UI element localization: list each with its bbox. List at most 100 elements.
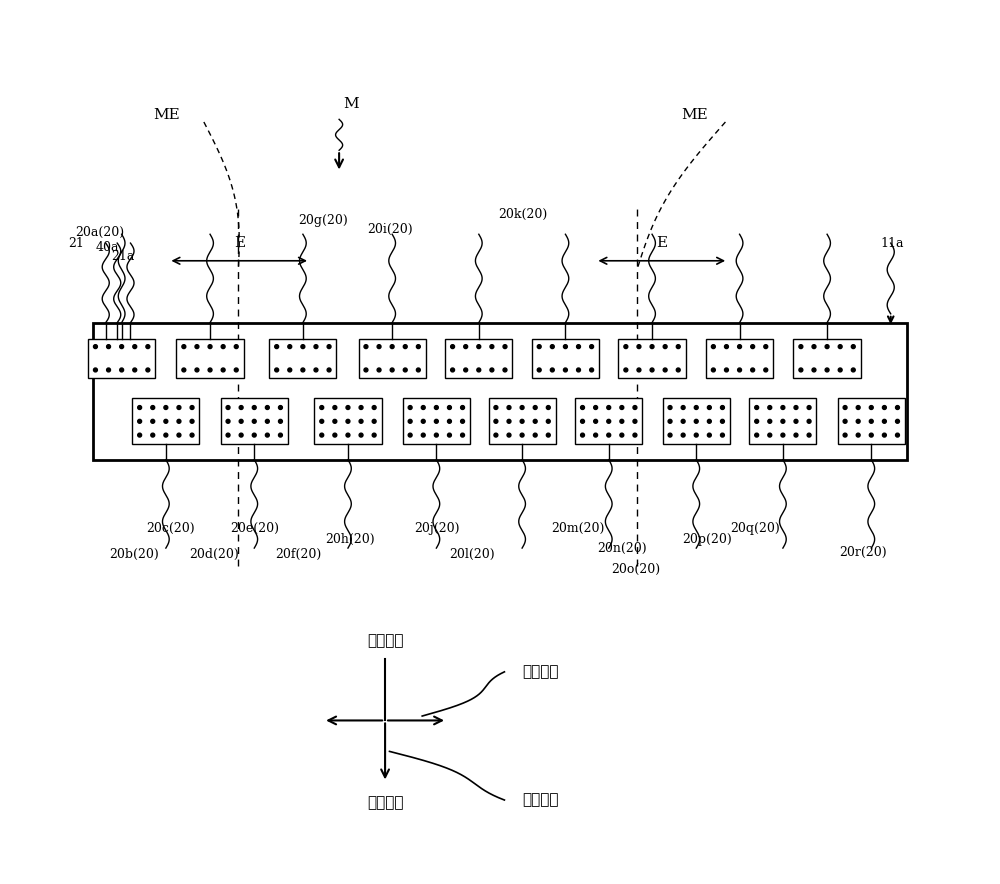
Circle shape — [120, 368, 124, 372]
Circle shape — [882, 406, 886, 409]
Circle shape — [620, 419, 624, 423]
Circle shape — [464, 345, 468, 348]
Circle shape — [239, 406, 243, 409]
Circle shape — [138, 433, 142, 437]
Text: 20r(20): 20r(20) — [839, 545, 887, 559]
Bar — [445, 339, 512, 377]
Circle shape — [533, 433, 537, 437]
Bar — [793, 339, 861, 377]
Circle shape — [182, 368, 186, 372]
Circle shape — [781, 433, 785, 437]
Text: 21a: 21a — [111, 249, 134, 263]
Circle shape — [461, 406, 464, 409]
Circle shape — [265, 406, 269, 409]
Circle shape — [681, 406, 685, 409]
Circle shape — [607, 406, 611, 409]
Circle shape — [537, 345, 541, 348]
Circle shape — [494, 406, 498, 409]
Text: 20c(20): 20c(20) — [146, 522, 195, 535]
Text: E: E — [234, 236, 245, 250]
Text: 宽度方向: 宽度方向 — [522, 665, 559, 679]
Circle shape — [896, 419, 899, 423]
Circle shape — [896, 406, 899, 409]
Circle shape — [507, 419, 511, 423]
Bar — [706, 339, 773, 377]
Circle shape — [637, 368, 641, 372]
Circle shape — [550, 345, 554, 348]
Circle shape — [314, 368, 318, 372]
Circle shape — [390, 345, 394, 348]
Circle shape — [633, 419, 637, 423]
Bar — [221, 399, 288, 445]
Circle shape — [738, 368, 742, 372]
Circle shape — [359, 419, 363, 423]
Bar — [314, 399, 382, 445]
Circle shape — [738, 345, 742, 348]
Circle shape — [869, 406, 873, 409]
Circle shape — [764, 368, 768, 372]
Circle shape — [221, 345, 225, 348]
Circle shape — [590, 345, 594, 348]
Circle shape — [607, 419, 611, 423]
Circle shape — [624, 345, 628, 348]
Circle shape — [725, 345, 728, 348]
Circle shape — [620, 406, 624, 409]
Circle shape — [681, 419, 685, 423]
Circle shape — [707, 419, 711, 423]
Circle shape — [234, 368, 238, 372]
Circle shape — [624, 368, 628, 372]
Circle shape — [94, 368, 97, 372]
Circle shape — [663, 345, 667, 348]
Circle shape — [275, 345, 279, 348]
Circle shape — [265, 419, 269, 423]
Circle shape — [320, 406, 324, 409]
Text: 20e(20): 20e(20) — [230, 522, 279, 535]
Circle shape — [751, 368, 755, 372]
Circle shape — [725, 368, 728, 372]
Circle shape — [694, 433, 698, 437]
Circle shape — [794, 406, 798, 409]
Circle shape — [177, 419, 181, 423]
Text: 20l(20): 20l(20) — [449, 548, 494, 561]
Circle shape — [494, 433, 498, 437]
Circle shape — [843, 419, 847, 423]
Circle shape — [333, 433, 337, 437]
Circle shape — [190, 406, 194, 409]
Circle shape — [320, 419, 324, 423]
Circle shape — [843, 433, 847, 437]
Circle shape — [288, 345, 292, 348]
Circle shape — [408, 433, 412, 437]
Circle shape — [681, 433, 685, 437]
Circle shape — [120, 345, 124, 348]
Circle shape — [252, 433, 256, 437]
Circle shape — [177, 406, 181, 409]
Text: 传送方向: 传送方向 — [522, 793, 559, 807]
Circle shape — [768, 406, 772, 409]
Circle shape — [359, 433, 363, 437]
Circle shape — [408, 419, 412, 423]
Circle shape — [781, 406, 785, 409]
Text: （下游）: （下游） — [367, 796, 403, 811]
Text: M: M — [344, 96, 359, 110]
Circle shape — [851, 368, 855, 372]
Circle shape — [451, 368, 455, 372]
Text: E: E — [656, 236, 667, 250]
Bar — [176, 339, 244, 377]
Circle shape — [503, 345, 507, 348]
Circle shape — [768, 433, 772, 437]
Circle shape — [721, 433, 724, 437]
Circle shape — [279, 433, 282, 437]
Circle shape — [327, 368, 331, 372]
Circle shape — [234, 345, 238, 348]
Circle shape — [94, 345, 97, 348]
Circle shape — [195, 368, 199, 372]
Circle shape — [546, 419, 550, 423]
Circle shape — [856, 406, 860, 409]
Circle shape — [711, 345, 715, 348]
Bar — [403, 399, 470, 445]
Bar — [663, 399, 730, 445]
Circle shape — [546, 406, 550, 409]
Circle shape — [550, 368, 554, 372]
Circle shape — [461, 433, 464, 437]
Circle shape — [494, 419, 498, 423]
